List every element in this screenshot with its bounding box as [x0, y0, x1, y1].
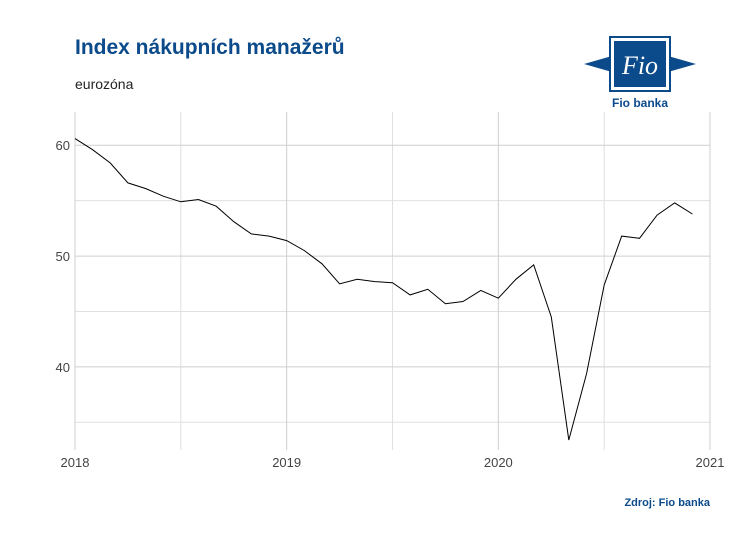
y-tick-label: 40 — [56, 360, 70, 375]
x-tick-label: 2019 — [272, 455, 301, 470]
x-tick-label: 2021 — [696, 455, 725, 470]
logo-caption: Fio banka — [611, 96, 668, 110]
major-grid — [74, 112, 711, 450]
x-tick-label: 2020 — [484, 455, 513, 470]
fio-logo-icon: Fio — [584, 36, 696, 92]
fio-logo: Fio Fio banka — [584, 34, 696, 114]
x-tick-label: 2018 — [61, 455, 90, 470]
chart-title: Index nákupních manažerů — [75, 36, 345, 59]
source-note: Zdroj: Fio banka — [624, 497, 710, 509]
logo-wordmark: Fio — [621, 51, 658, 80]
y-axis-labels: 40 50 60 — [56, 138, 70, 375]
chart-subtitle: eurozóna — [75, 76, 134, 92]
series-line — [74, 138, 693, 441]
minor-grid — [75, 112, 710, 450]
y-tick-label: 50 — [56, 249, 70, 264]
y-tick-label: 60 — [56, 138, 70, 153]
x-axis-labels: 2018 2019 2020 2021 — [61, 455, 725, 470]
